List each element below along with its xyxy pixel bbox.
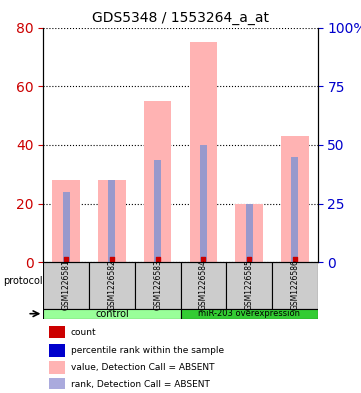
FancyBboxPatch shape [43, 262, 89, 309]
Bar [49, 361, 65, 374]
Bar [235, 204, 263, 262]
Bar [291, 157, 298, 262]
Bar [245, 204, 253, 262]
FancyBboxPatch shape [272, 262, 318, 309]
Point [246, 256, 252, 263]
Bar [63, 192, 70, 262]
FancyBboxPatch shape [180, 262, 226, 309]
Text: GSM1226583: GSM1226583 [153, 259, 162, 310]
Bar [49, 378, 65, 391]
Point [109, 256, 115, 263]
Text: control: control [95, 309, 129, 319]
Bar [49, 326, 65, 338]
FancyBboxPatch shape [43, 309, 180, 319]
Text: count: count [71, 327, 96, 336]
Point [292, 256, 298, 263]
Text: value, Detection Call = ABSENT: value, Detection Call = ABSENT [71, 363, 214, 372]
Bar [144, 101, 171, 262]
FancyBboxPatch shape [226, 262, 272, 309]
Title: GDS5348 / 1553264_a_at: GDS5348 / 1553264_a_at [92, 11, 269, 25]
Point [63, 256, 69, 263]
FancyBboxPatch shape [135, 262, 180, 309]
Text: percentile rank within the sample: percentile rank within the sample [71, 346, 224, 355]
FancyBboxPatch shape [89, 262, 135, 309]
Bar [49, 344, 65, 357]
Bar [154, 160, 161, 262]
Text: rank, Detection Call = ABSENT: rank, Detection Call = ABSENT [71, 380, 210, 389]
Point [200, 256, 206, 263]
Text: miR-203 overexpression: miR-203 overexpression [198, 309, 300, 318]
Text: GSM1226584: GSM1226584 [199, 259, 208, 310]
Bar [52, 180, 80, 262]
Text: GSM1226585: GSM1226585 [245, 259, 253, 310]
Text: GSM1226586: GSM1226586 [290, 259, 299, 310]
Bar [281, 136, 309, 262]
Text: GSM1226582: GSM1226582 [108, 259, 116, 310]
Bar [200, 145, 207, 262]
Text: protocol: protocol [4, 276, 43, 286]
Bar [190, 42, 217, 262]
Text: GSM1226581: GSM1226581 [62, 259, 71, 310]
Bar [109, 180, 116, 262]
Bar [98, 180, 126, 262]
FancyBboxPatch shape [180, 309, 318, 319]
Point [155, 256, 161, 263]
